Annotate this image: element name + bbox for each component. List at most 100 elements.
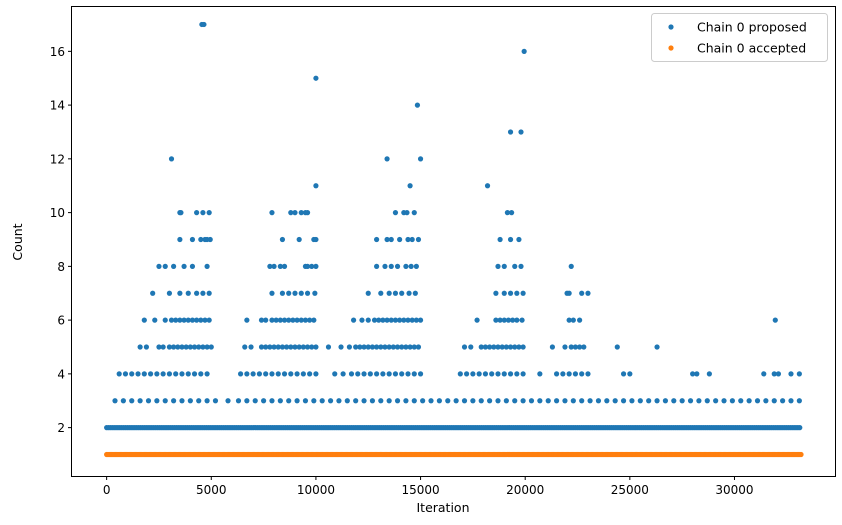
proposed-point [309, 344, 315, 350]
proposed-point [646, 398, 652, 404]
proposed-point [367, 371, 373, 377]
proposed-point [671, 398, 677, 404]
x-tick-label: 10000 [297, 483, 335, 497]
proposed-point [796, 371, 802, 377]
proposed-point [189, 236, 196, 243]
legend-marker-accepted [668, 45, 674, 51]
proposed-point [198, 371, 204, 377]
proposed-point [612, 398, 618, 404]
proposed-point [196, 398, 202, 404]
proposed-point [780, 398, 786, 404]
proposed-point [553, 398, 560, 404]
proposed-point [152, 317, 158, 323]
proposed-point [570, 398, 576, 404]
proposed-point [311, 317, 317, 323]
x-tick-label: 0 [103, 483, 111, 497]
proposed-point [713, 398, 719, 404]
proposed-point [378, 290, 384, 296]
proposed-point [160, 344, 166, 350]
proposed-point [279, 344, 286, 350]
proposed-point [171, 398, 177, 404]
proposed-point [520, 371, 526, 377]
proposed-point [577, 344, 583, 350]
proposed-point [386, 398, 392, 404]
proposed-point [204, 398, 210, 404]
proposed-point [204, 263, 210, 269]
proposed-point [453, 398, 459, 404]
proposed-point [177, 236, 183, 243]
y-tick-label: 12 [50, 152, 65, 166]
proposed-point [763, 398, 769, 404]
proposed-point [493, 290, 499, 296]
proposed-point [147, 371, 154, 377]
proposed-point [507, 236, 514, 243]
proposed-point [468, 344, 474, 350]
proposed-point [189, 317, 196, 323]
proposed-point [338, 344, 344, 350]
proposed-point [242, 344, 248, 350]
proposed-point [371, 317, 378, 323]
proposed-point [361, 371, 367, 377]
proposed-point [476, 371, 482, 377]
proposed-point [346, 344, 352, 350]
proposed-point [166, 344, 173, 350]
proposed-point [512, 398, 518, 404]
y-tick-label: 8 [57, 260, 65, 274]
proposed-point [179, 371, 185, 377]
proposed-point [577, 317, 583, 323]
proposed-point [296, 236, 302, 243]
proposed-point [273, 317, 279, 323]
proposed-point [185, 290, 191, 296]
proposed-point [332, 371, 338, 377]
proposed-point [679, 398, 685, 404]
proposed-point [267, 344, 273, 350]
proposed-point [478, 398, 484, 404]
proposed-point [507, 344, 514, 350]
proposed-point [579, 371, 585, 377]
proposed-point [196, 344, 202, 350]
proposed-point [202, 317, 208, 323]
proposed-point [579, 290, 585, 296]
proposed-point [359, 317, 365, 323]
proposed-point [746, 398, 752, 404]
x-tick-label: 25000 [611, 483, 649, 497]
proposed-point [514, 290, 520, 296]
proposed-point [376, 317, 382, 323]
proposed-point [409, 317, 415, 323]
proposed-point [414, 102, 421, 108]
proposed-point [284, 344, 290, 350]
proposed-point [384, 317, 390, 323]
proposed-point [154, 371, 160, 377]
proposed-point [457, 371, 463, 377]
proposed-point [696, 398, 702, 404]
proposed-point [380, 371, 386, 377]
proposed-point [408, 263, 414, 269]
proposed-point [244, 371, 250, 377]
proposed-point [771, 371, 777, 377]
proposed-point [129, 398, 135, 404]
proposed-point [382, 344, 388, 350]
proposed-point [706, 371, 712, 377]
proposed-point [166, 371, 173, 377]
proposed-point [568, 344, 574, 350]
proposed-point [507, 290, 514, 296]
proposed-point [122, 371, 129, 377]
proposed-point [177, 317, 183, 323]
proposed-point [654, 344, 660, 350]
proposed-point [482, 344, 489, 350]
proposed-point [729, 398, 735, 404]
proposed-point [296, 344, 302, 350]
proposed-point [181, 263, 187, 269]
proposed-point [292, 210, 298, 216]
proposed-point [189, 263, 196, 269]
proposed-point [177, 290, 183, 296]
proposed-point [194, 290, 200, 296]
axes-frame [71, 6, 836, 477]
proposed-point [796, 398, 802, 404]
proposed-point [489, 371, 495, 377]
proposed-point [244, 317, 250, 323]
proposed-point [204, 344, 210, 350]
proposed-point [507, 371, 514, 377]
proposed-point [572, 344, 579, 350]
